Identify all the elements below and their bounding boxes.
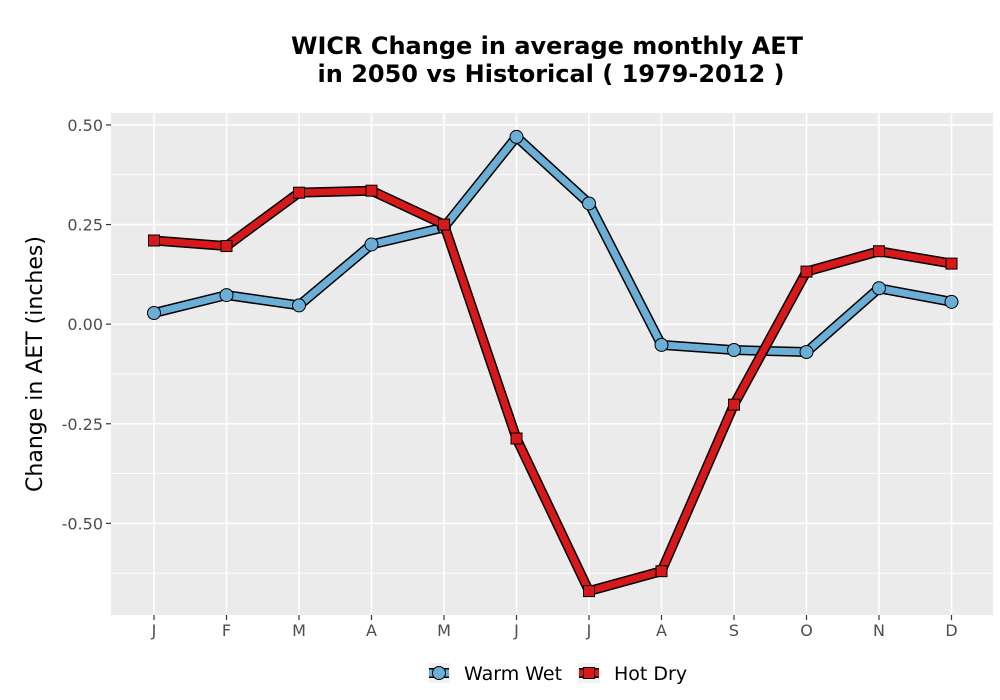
y-tick-label: -0.25 [62, 415, 103, 434]
data-point-hot-dry [655, 565, 668, 578]
data-point-hot-dry [728, 398, 740, 411]
data-point-warm-wet [219, 288, 234, 303]
x-tick-label: A [656, 621, 667, 640]
x-tick-label: O [800, 621, 813, 640]
data-point-warm-wet [654, 337, 669, 352]
data-point-hot-dry [800, 265, 813, 278]
y-axis-title: Change in AET (inches) [23, 236, 48, 492]
chart-title-line2: in 2050 vs Historical ( 1979-2012 ) [318, 60, 785, 88]
y-tick-label: -0.50 [62, 514, 103, 533]
data-point-hot-dry [873, 245, 885, 258]
data-point-hot-dry [365, 184, 378, 197]
legend-marker-warm-wet [432, 666, 446, 680]
data-point-warm-wet [727, 343, 741, 358]
x-tick-label: M [437, 621, 451, 640]
legend-label-hot-dry: Hot Dry [614, 663, 687, 685]
x-tick-label: D [945, 621, 957, 640]
legend: Warm Wet Hot Dry [428, 663, 687, 685]
series-layer [147, 129, 959, 598]
series-line-hot-dry [150, 187, 955, 595]
data-point-hot-dry [293, 186, 305, 199]
grid-major [111, 113, 993, 615]
data-point-warm-wet [582, 196, 596, 211]
data-point-warm-wet [364, 237, 379, 252]
legend-label-warm-wet: Warm Wet [464, 663, 562, 685]
x-tick-label: M [292, 621, 306, 640]
data-point-hot-dry [220, 240, 233, 253]
x-tick-label: N [873, 621, 885, 640]
data-point-warm-wet [799, 345, 814, 360]
x-tick-label: J [513, 621, 519, 640]
data-point-hot-dry [945, 257, 958, 270]
x-tick-label: J [586, 621, 592, 640]
y-tick-label: 0.00 [67, 315, 103, 334]
data-point-hot-dry [148, 234, 160, 247]
data-point-warm-wet [509, 129, 524, 144]
y-axis-ticks: 0.50 0.25 0.00 -0.25 -0.50 [62, 116, 111, 533]
y-tick-label: 0.25 [67, 216, 103, 235]
data-point-hot-dry [583, 585, 595, 598]
x-tick-label: F [222, 621, 231, 640]
x-tick-label: S [729, 621, 739, 640]
data-point-warm-wet [944, 294, 959, 309]
data-point-warm-wet [147, 306, 161, 321]
chart-title-line1: WICR Change in average monthly AET [291, 32, 804, 60]
data-point-warm-wet [872, 281, 886, 296]
legend-marker-hot-dry [583, 667, 595, 679]
y-tick-label: 0.50 [67, 116, 103, 135]
data-point-hot-dry [510, 432, 523, 445]
data-point-warm-wet [292, 298, 306, 313]
data-point-hot-dry [438, 218, 450, 231]
plot-panel [111, 113, 993, 615]
x-tick-label: J [151, 621, 157, 640]
series-line-warm-wet [150, 133, 955, 356]
x-tick-label: A [366, 621, 377, 640]
grid-minor [111, 174, 993, 574]
